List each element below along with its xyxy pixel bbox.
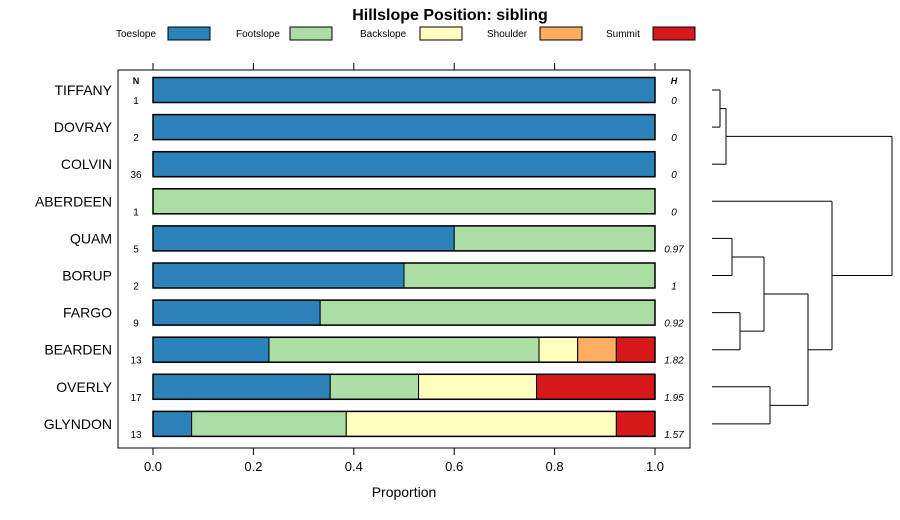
chart-title: Hillslope Position: sibling <box>352 7 548 24</box>
h-label: 0 <box>671 207 677 218</box>
bar-segment-shoulder <box>577 336 617 363</box>
bar-row-tiffany: TIFFANY 1 0 <box>54 76 677 107</box>
category-label: GLYNDON <box>44 416 112 432</box>
n-label: 9 <box>133 319 139 330</box>
n-label: 36 <box>130 170 142 181</box>
n-label: 1 <box>133 207 139 218</box>
rows: TIFFANY 1 0 DOVRAY 2 0 COLVIN 36 0 ABERDEEN 1 0 QUAM… <box>35 76 684 441</box>
bar-outline <box>152 336 656 363</box>
bar-outline <box>152 113 656 141</box>
bar-segment-summit <box>536 373 655 400</box>
x-axis-title: Proportion <box>372 484 437 500</box>
bar-segment-toeslope <box>152 77 656 103</box>
dendrogram <box>712 89 893 425</box>
bar-segment-footslope <box>319 299 656 326</box>
bar-row-fargo: FARGO 9 0.92 <box>63 299 684 330</box>
bar-row-dovray: DOVRAY 2 0 <box>54 113 677 144</box>
x-tick-label: 0.8 <box>546 459 564 474</box>
bar-row-aberdeen: ABERDEEN 1 0 <box>35 188 677 218</box>
n-label: 2 <box>133 282 139 293</box>
category-label: FARGO <box>63 305 112 321</box>
n-label: 13 <box>130 356 142 367</box>
bar-segment-footslope <box>403 262 656 289</box>
bar-outline <box>152 225 656 252</box>
h-label: 1.57 <box>664 430 684 441</box>
h-label: 0 <box>671 170 677 181</box>
bar-segment-toeslope <box>152 410 193 437</box>
h-label: 0 <box>671 133 677 144</box>
category-label: TIFFANY <box>54 82 112 98</box>
axes: 0.0 0.2 0.4 0.6 0.8 1.0 <box>144 63 664 474</box>
x-tick-label: 0.4 <box>345 459 363 474</box>
h-label: 0 <box>671 96 677 107</box>
n-header: N <box>133 76 140 86</box>
bar-outline <box>152 150 656 178</box>
legend-swatch-footslope <box>289 26 333 41</box>
bar-outline <box>152 76 656 104</box>
bar-segment-summit <box>615 410 656 437</box>
bar-segment-toeslope <box>152 336 270 363</box>
h-label: 0.97 <box>664 244 684 255</box>
legend-label-toeslope: Toeslope <box>116 29 156 40</box>
x-tick-label: 0.0 <box>144 459 162 474</box>
n-label: 13 <box>130 430 142 441</box>
bar-outline <box>152 188 656 215</box>
bar-outline <box>152 373 656 401</box>
x-tick-label: 0.6 <box>445 459 463 474</box>
h-label: 1.95 <box>664 393 684 404</box>
bar-segment-toeslope <box>152 225 455 252</box>
bar-segment-footslope <box>191 410 347 437</box>
n-label: 5 <box>133 244 139 255</box>
h-label: 1.82 <box>664 356 684 367</box>
bar-row-overly: OVERLY 17 1.95 <box>56 373 684 404</box>
h-label: 1 <box>671 282 677 293</box>
bar-segment-footslope <box>329 373 420 400</box>
legend: Toeslope Footslope Backslope Shoulder Summit <box>116 26 696 41</box>
x-tick-label: 1.0 <box>646 459 664 474</box>
category-label: BORUP <box>62 268 112 284</box>
bar-segment-toeslope <box>152 151 656 178</box>
bar-row-quam: QUAM 5 0.97 <box>70 225 684 255</box>
legend-swatch-summit <box>652 26 696 41</box>
bar-segment-toeslope <box>152 299 321 326</box>
x-tick-label: 0.2 <box>244 459 262 474</box>
legend-swatch-toeslope <box>167 26 211 41</box>
category-label: ABERDEEN <box>35 193 112 209</box>
plot-frame <box>117 69 691 449</box>
h-header: H <box>671 76 678 86</box>
bar-segment-summit <box>615 336 656 363</box>
bar-segment-footslope <box>453 225 656 252</box>
bar-row-colvin: COLVIN 36 0 <box>61 150 677 181</box>
bar-outline <box>152 410 656 438</box>
n-label: 2 <box>133 133 139 144</box>
legend-label-shoulder: Shoulder <box>487 29 528 40</box>
legend-swatch-shoulder <box>539 26 583 41</box>
bar-row-bearden: BEARDEN 13 1.82 <box>44 336 684 367</box>
bar-outline <box>152 299 656 326</box>
bar-outline <box>152 262 656 289</box>
category-label: QUAM <box>70 230 112 246</box>
bar-segment-footslope <box>152 188 656 215</box>
category-label: OVERLY <box>56 379 112 395</box>
category-label: BEARDEN <box>44 342 112 358</box>
bar-row-borup: BORUP 2 1 <box>62 262 677 293</box>
n-label: 1 <box>133 96 139 107</box>
bar-segment-toeslope <box>152 114 656 141</box>
category-label: DOVRAY <box>54 119 113 135</box>
category-label: COLVIN <box>61 156 112 172</box>
bar-row-glyndon: GLYNDON 13 1.57 <box>44 410 684 441</box>
bar-segment-toeslope <box>152 373 331 400</box>
bar-segment-backslope <box>345 410 617 437</box>
bar-segment-backslope <box>538 336 579 363</box>
legend-label-summit: Summit <box>606 29 640 40</box>
n-label: 17 <box>130 393 142 404</box>
bar-segment-toeslope <box>152 262 405 289</box>
bar-segment-footslope <box>268 336 540 363</box>
legend-label-backslope: Backslope <box>360 29 407 40</box>
legend-label-footslope: Footslope <box>236 29 280 40</box>
legend-swatch-backslope <box>419 26 463 41</box>
h-label: 0.92 <box>664 319 684 330</box>
bar-segment-backslope <box>418 373 538 400</box>
